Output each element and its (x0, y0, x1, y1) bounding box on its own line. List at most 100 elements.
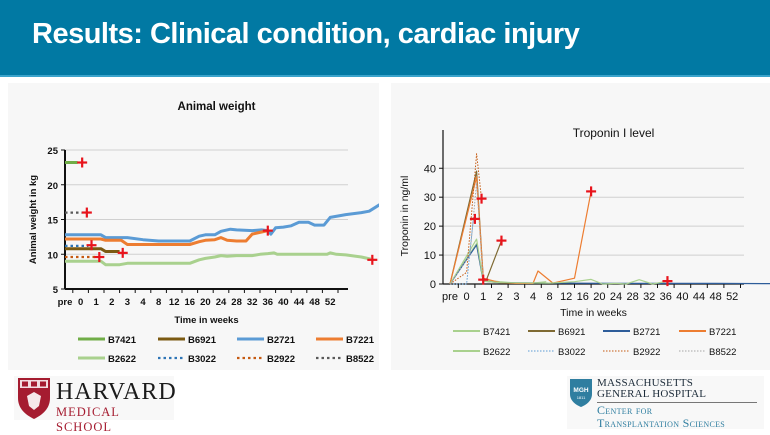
chart-title: Animal weight (178, 101, 256, 113)
x-tick-label: 20 (200, 297, 211, 308)
legend-item: B8522 (679, 347, 736, 358)
y-tick-label: 30 (424, 192, 436, 204)
harvard-wordmark: HARVARD (56, 379, 177, 405)
end-marker-B2622 (367, 254, 378, 265)
legend-label: B8522 (709, 347, 736, 358)
mgh-name-line2: GENERAL HOSPITAL (597, 388, 707, 400)
end-marker-B2922 (94, 252, 105, 263)
y-tick-label: 0 (430, 279, 436, 291)
x-tick-label: 28 (626, 291, 638, 303)
medical-school-wordmark: MEDICAL SCHOOL (56, 405, 120, 434)
x-tick-label: 4 (530, 291, 536, 303)
y-tick-label: 25 (47, 146, 58, 157)
x-tick-label: 32 (643, 291, 655, 303)
weight-chart-panel: Animal weight 5 10 15 20 25 pre 0 1 2 3 4 8 12 16 20 24 2… (8, 83, 496, 370)
x-tick-label: 32 (247, 297, 258, 308)
legend-label: B6921 (188, 335, 217, 346)
x-tick-label: 1 (94, 297, 100, 308)
y-tick-label: 20 (424, 221, 436, 233)
y-tick-label: 15 (47, 216, 58, 227)
legend-label: B2622 (483, 347, 510, 358)
end-marker-B2922 (476, 193, 487, 204)
legend-item: B2622 (453, 347, 510, 358)
x-tick-label: 52 (726, 291, 738, 303)
legend-label: B2721 (267, 335, 296, 346)
series-line-B7221 (65, 229, 269, 246)
legend-item: B7221 (679, 327, 736, 338)
series-line-B2721 (65, 199, 491, 243)
slide-title: Results: Clinical condition, cardiac inj… (32, 18, 580, 50)
mgh-badge-year: 1811 (577, 395, 586, 400)
end-marker-B6921 (117, 247, 128, 258)
legend-item: B3022 (528, 347, 585, 358)
end-marker-B3022 (469, 213, 480, 224)
legend-label: B7221 (709, 327, 736, 338)
mgh-badge-text: MGH (573, 387, 588, 394)
legend-label: B6921 (558, 327, 585, 338)
x-tick-label: 3 (513, 291, 519, 303)
legend-label: B7221 (346, 335, 375, 346)
end-marker-B3022 (86, 240, 97, 251)
slide-header: Results: Clinical condition, cardiac inj… (0, 0, 770, 77)
x-tick-label: 44 (294, 297, 305, 308)
series-line-B8522 (449, 182, 484, 285)
legend-item: B2922 (603, 347, 660, 358)
legend-label: B3022 (558, 347, 585, 358)
y-tick-label: 40 (424, 163, 436, 175)
x-axis-label: Time in weeks (174, 315, 238, 326)
cts-name-line2: Transplantation Sciences (597, 416, 726, 430)
y-axis-label: Troponin in ng/ml (399, 176, 411, 257)
x-tick-label: 36 (263, 297, 274, 308)
end-marker-B7221 (262, 225, 273, 236)
legend-item: B2922 (237, 354, 295, 365)
cts-name-line1: Center for (597, 403, 653, 417)
legend-item: B8522 (316, 354, 374, 365)
x-tick-label: 12 (560, 291, 572, 303)
legend-label: B2922 (633, 347, 660, 358)
legend-item: B6921 (528, 327, 585, 338)
y-tick-label: 10 (47, 250, 58, 261)
x-tick-label: 20 (593, 291, 605, 303)
legend-item: B7221 (316, 335, 375, 346)
x-tick-label: 44 (693, 291, 705, 303)
end-marker-B7221 (586, 186, 597, 197)
legend-label: B2922 (267, 354, 295, 365)
end-marker-B7421 (77, 157, 88, 168)
legend-item: B3022 (158, 354, 216, 365)
series-line-B6921 (65, 247, 120, 253)
logo-divider (597, 402, 757, 403)
x-tick-label: pre (58, 297, 73, 308)
legend-label: B8522 (346, 354, 374, 365)
end-marker-B8522 (81, 207, 92, 218)
legend-label: B2622 (108, 354, 136, 365)
y-axis-label: Animal weight in kg (28, 175, 39, 264)
x-tick-label: 16 (577, 291, 589, 303)
x-tick-label: 24 (610, 291, 622, 303)
x-tick-label: 24 (216, 297, 227, 308)
x-tick-label: 8 (547, 291, 553, 303)
troponin-chart-panel: Troponin I level 0 10 20 30 40 pre 0 1 2 3 4 8 12 16 20… (391, 83, 770, 370)
x-tick-label: 40 (676, 291, 688, 303)
legend-label: B7421 (108, 335, 137, 346)
x-tick-label: 2 (109, 297, 114, 308)
x-tick-label: 16 (185, 297, 196, 308)
series-line-B2622 (65, 251, 372, 267)
x-tick-label: 3 (125, 297, 130, 308)
x-tick-label: 28 (231, 297, 242, 308)
x-tick-label: 12 (169, 297, 180, 308)
legend-item: B2622 (78, 354, 136, 365)
x-tick-label: 40 (278, 297, 289, 308)
legend-label: B3022 (188, 354, 216, 365)
legend-label: B7421 (483, 327, 510, 338)
chart-title: Troponin I level (573, 126, 655, 140)
end-marker-B2622 (662, 276, 673, 287)
legend-item: B7421 (78, 335, 137, 346)
x-tick-label: 48 (309, 297, 320, 308)
series-line-B2922 (449, 153, 482, 285)
legend-item: B7421 (453, 327, 510, 338)
mgh-shield-icon: MGH 1811 (570, 379, 592, 407)
y-tick-label: 20 (47, 181, 58, 192)
harvard-medical-school-logo: HARVARD MEDICAL SCHOOL (14, 376, 177, 434)
